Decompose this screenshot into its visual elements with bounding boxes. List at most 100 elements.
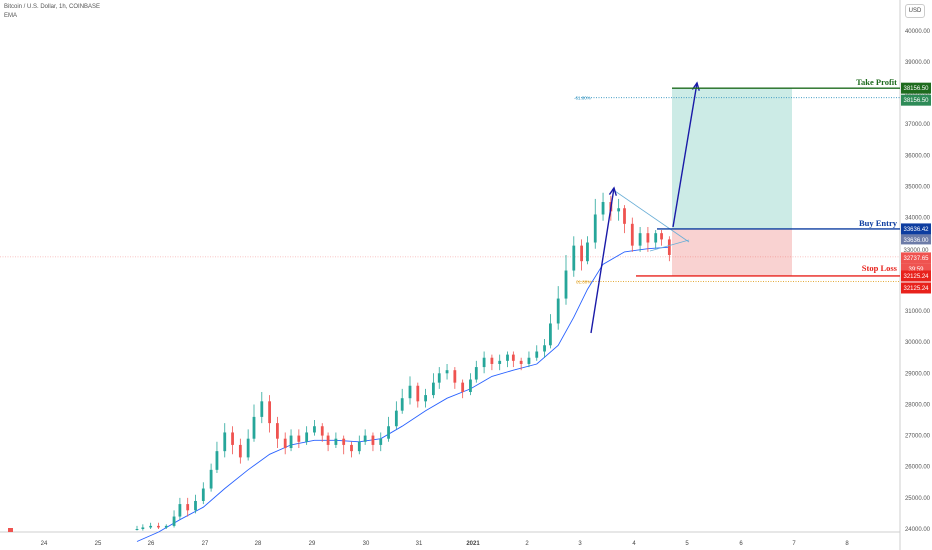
candle-body bbox=[223, 432, 227, 452]
candle-body bbox=[445, 370, 449, 374]
candle-body bbox=[519, 360, 523, 364]
candle-body bbox=[135, 529, 139, 530]
candle-body bbox=[572, 245, 576, 271]
x-tick-label: 31 bbox=[416, 541, 423, 547]
take-profit-tag-bg bbox=[901, 82, 931, 94]
x-tick-label: 2021 bbox=[466, 541, 480, 547]
symbol-title: Bitcoin / U.S. Dollar, 1h, COINBASE bbox=[4, 4, 101, 10]
candle-body bbox=[408, 385, 412, 399]
candle-body bbox=[556, 298, 560, 324]
stop-loss-label: Stop Loss bbox=[862, 263, 898, 273]
candle-body bbox=[660, 233, 663, 240]
candle-body bbox=[172, 516, 176, 526]
x-tick-label: 4 bbox=[632, 541, 636, 547]
candle-body bbox=[416, 385, 420, 402]
y-tick-label: 27000.00 bbox=[905, 434, 931, 440]
take-profit-tag-2: 38156.50 bbox=[903, 98, 929, 104]
price-tag-33000-bg bbox=[901, 244, 931, 256]
candle-body bbox=[8, 528, 13, 532]
ema-line bbox=[136, 246, 670, 542]
currency-button[interactable]: USD bbox=[905, 4, 925, 18]
candle-body bbox=[623, 208, 626, 224]
stop-loss-tag-2-bg bbox=[901, 282, 931, 294]
current-price-tag: 32737.65 bbox=[903, 256, 929, 262]
take-profit-tag-2-bg bbox=[901, 94, 931, 106]
candle-body bbox=[297, 435, 301, 442]
take-profit-tag: 38156.50 bbox=[903, 86, 929, 92]
y-tick-label: 38000.00 bbox=[905, 91, 931, 97]
candle-body bbox=[490, 357, 494, 364]
impulse-arrow-head bbox=[608, 186, 617, 196]
candle-body bbox=[394, 410, 398, 427]
x-tick-label: 24 bbox=[41, 541, 48, 547]
candle-body bbox=[283, 438, 287, 449]
y-tick-label: 39000.00 bbox=[905, 60, 931, 66]
fib-level-label: -61.80% bbox=[574, 96, 591, 101]
candle-body bbox=[461, 382, 465, 392]
candle-body bbox=[482, 357, 486, 368]
stop-loss-tag: 32125.24 bbox=[903, 274, 929, 280]
candle-body bbox=[238, 444, 242, 458]
candle-body bbox=[164, 525, 168, 528]
candle-body bbox=[400, 398, 404, 411]
candle-body bbox=[593, 214, 597, 243]
candle-body bbox=[178, 504, 182, 517]
indicator-label: EMA bbox=[4, 13, 18, 19]
candle-body bbox=[498, 360, 502, 364]
loss-zone bbox=[672, 228, 792, 276]
candle-body bbox=[469, 379, 472, 392]
x-tick-label: 5 bbox=[685, 541, 689, 547]
candle-body bbox=[424, 395, 427, 402]
x-tick-label: 7 bbox=[792, 541, 796, 547]
candle-body bbox=[157, 525, 160, 528]
x-tick-label: 30 bbox=[363, 541, 370, 547]
candle-body bbox=[474, 367, 478, 380]
candle-body bbox=[320, 426, 324, 436]
candle-body bbox=[194, 500, 197, 511]
candle-body bbox=[549, 323, 552, 346]
candle-body bbox=[535, 351, 539, 358]
candle-body bbox=[141, 527, 145, 529]
y-tick-label: 30000.00 bbox=[905, 340, 931, 346]
candle-body bbox=[289, 435, 293, 449]
x-tick-label: 2 bbox=[525, 541, 529, 547]
price-tag-33000: 33000.00 bbox=[903, 248, 929, 254]
candle-body bbox=[432, 382, 435, 396]
candle-body bbox=[580, 245, 583, 262]
candle-body bbox=[334, 438, 338, 445]
candle-body bbox=[186, 504, 190, 511]
x-tick-label: 27 bbox=[202, 541, 209, 547]
stop-loss-tag-2: 32125.24 bbox=[903, 286, 929, 292]
y-tick-label: 24000.00 bbox=[905, 527, 931, 533]
candle-body bbox=[252, 416, 256, 439]
take-profit-label: Take Profit bbox=[856, 77, 897, 87]
candle-body bbox=[638, 233, 642, 246]
y-tick-label: 37000.00 bbox=[905, 122, 931, 128]
y-tick-label: 29000.00 bbox=[905, 371, 931, 377]
y-tick-label: 40000.00 bbox=[905, 29, 931, 35]
candle-body bbox=[453, 370, 457, 383]
y-tick-label: 31000.00 bbox=[905, 309, 931, 315]
profit-zone bbox=[672, 88, 792, 229]
y-tick-label: 34000.00 bbox=[905, 216, 931, 222]
target-arrow bbox=[672, 82, 698, 228]
candle-body bbox=[246, 438, 250, 458]
candle-body bbox=[646, 233, 650, 243]
candle-body bbox=[387, 426, 390, 439]
entry-price-tag-bg bbox=[901, 234, 931, 246]
buy-entry-tag-bg bbox=[901, 223, 931, 235]
candle-body bbox=[231, 432, 234, 445]
x-tick-label: 6 bbox=[739, 541, 743, 547]
candle-body bbox=[350, 444, 353, 452]
x-tick-label: 26 bbox=[148, 541, 155, 547]
candle-body bbox=[543, 345, 546, 352]
candle-body bbox=[276, 423, 279, 439]
candle-body bbox=[564, 270, 568, 299]
candle-body bbox=[654, 233, 658, 243]
candle-body bbox=[379, 438, 383, 445]
candle-body bbox=[215, 451, 219, 470]
impulse-arrow bbox=[590, 187, 615, 334]
x-tick-label: 3 bbox=[578, 541, 582, 547]
buy-entry-tag: 33636.42 bbox=[903, 227, 929, 233]
